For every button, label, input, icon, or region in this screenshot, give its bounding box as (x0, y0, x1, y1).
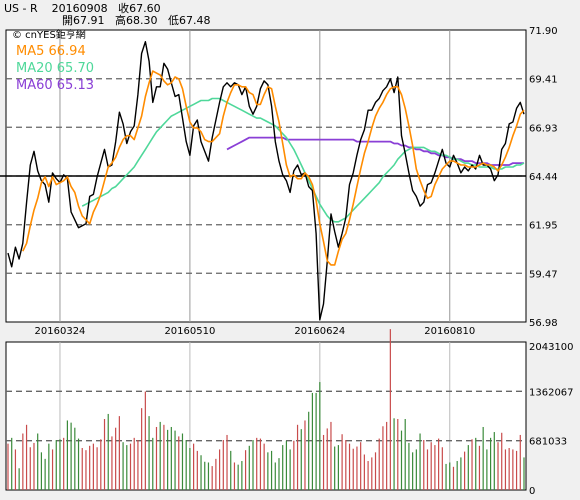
volume-y-tick-label: 2043100 (529, 342, 574, 353)
series-line-ma20 (81, 97, 525, 223)
quote-header-line1: US - R 20160908 收67.60 (4, 2, 161, 15)
y-tick-label: 69.41 (529, 75, 558, 86)
volume-y-tick-label: 1362067 (529, 387, 574, 398)
y-tick-label: 61.95 (529, 221, 558, 232)
x-tick-label: 20160810 (424, 326, 475, 337)
series-line-price (7, 41, 525, 321)
x-tick-label: 20160324 (35, 326, 86, 337)
y-tick-label: 71.90 (529, 26, 558, 37)
high-label: 高68.30 (115, 14, 158, 27)
legend-ma60: MA60 65.13 (16, 78, 94, 93)
x-tick-label: 20160510 (164, 326, 215, 337)
y-tick-label: 64.44 (529, 172, 558, 183)
series-line-ma5 (22, 70, 525, 266)
volume-y-tick-label: 681033 (529, 437, 567, 448)
x-tick-label: 20160624 (294, 326, 345, 337)
y-tick-label: 56.98 (529, 318, 558, 329)
symbol-label: US - R (4, 2, 38, 15)
open-label: 開67.91 (62, 14, 105, 27)
low-label: 低67.48 (168, 14, 211, 27)
volume-y-tick-label: 0 (529, 486, 535, 497)
volume-plot-area (5, 341, 527, 491)
quote-header-line2: 開67.91 高68.30 低67.48 (62, 14, 211, 27)
close-label: 收67.60 (118, 2, 161, 15)
series-line-ma60 (226, 136, 524, 166)
y-tick-label: 66.93 (529, 123, 558, 134)
legend-ma5: MA5 66.94 (16, 44, 86, 59)
date-label: 20160908 (51, 2, 108, 15)
legend-ma20: MA20 65.70 (16, 61, 94, 76)
brand-label: © cnYES鉅亨網 (12, 28, 86, 41)
y-tick-label: 59.47 (529, 269, 558, 280)
